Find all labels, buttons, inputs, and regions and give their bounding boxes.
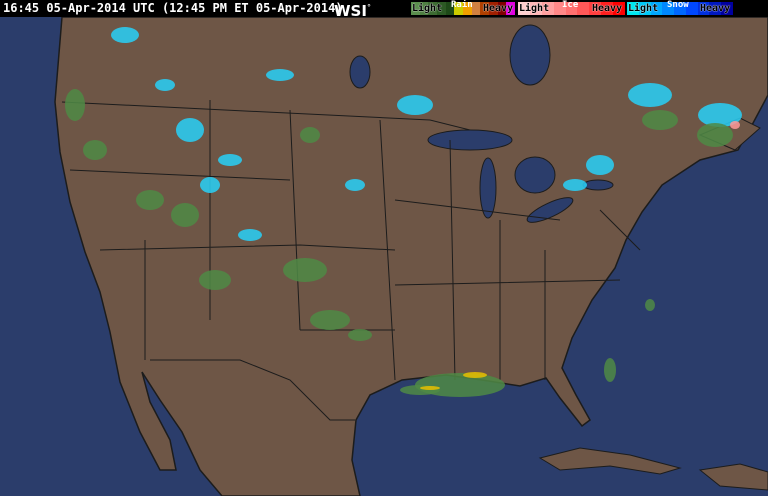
legend-rain-title: Rain	[451, 0, 473, 10]
rain-heavy-echo	[420, 386, 440, 390]
legend-swatch	[518, 2, 530, 15]
james-bay	[509, 24, 551, 86]
rain-echo	[697, 123, 733, 147]
legend-rain: Light Rain Heavy	[411, 0, 516, 15]
legend-ice-heavy: Heavy	[592, 3, 623, 14]
legend-swatch	[709, 2, 722, 15]
legend-swatch	[638, 2, 651, 15]
map-canvas	[0, 17, 768, 496]
lake-winnipeg	[349, 55, 371, 89]
legend-swatch	[685, 2, 698, 15]
legend-swatch	[529, 2, 542, 15]
hispaniola	[698, 463, 768, 491]
legend-snow-light: Light	[628, 3, 659, 14]
legend-rain-heavy: Heavy	[483, 3, 514, 14]
legend-swatch	[419, 2, 429, 15]
snow-echo	[563, 179, 587, 191]
snow-echo	[218, 154, 242, 166]
rain-echo	[83, 140, 107, 160]
snow-echo	[266, 69, 294, 81]
header-bar: 16:45 05-Apr-2014 UTC (12:45 PM ET 05-Ap…	[0, 0, 768, 20]
rain-echo	[310, 310, 350, 330]
cuba	[538, 447, 682, 475]
legend-swatch	[471, 2, 481, 15]
north-america-land	[54, 17, 768, 496]
legend-swatch	[565, 2, 578, 15]
rain-echo	[642, 110, 678, 130]
rain-echo	[199, 270, 231, 290]
legend-swatch	[541, 2, 554, 15]
legend-swatch	[454, 2, 464, 15]
legend-swatch	[553, 2, 566, 15]
lake-erie	[526, 197, 574, 223]
rain-echo	[645, 299, 655, 311]
lake-michigan	[479, 157, 497, 219]
legend-ice-title: Ice	[562, 0, 579, 10]
legend-swatch	[674, 2, 686, 15]
legend-swatch	[497, 2, 507, 15]
rain-echo	[604, 358, 616, 382]
us-mexico-border	[150, 359, 355, 421]
legend-swatch	[437, 2, 446, 15]
legend-swatch	[627, 2, 639, 15]
us-canada-border	[61, 101, 471, 131]
precipitation-layer	[65, 27, 742, 397]
wsi-logo: WSI°	[334, 0, 371, 20]
rain-echo	[300, 127, 320, 143]
legend-swatch	[506, 2, 516, 15]
snow-echo	[111, 27, 139, 43]
snow-echo	[155, 79, 175, 91]
legend-swatch	[721, 2, 734, 15]
legend-swatch	[428, 2, 438, 15]
snow-echo	[176, 118, 204, 142]
legend-swatch	[411, 2, 420, 15]
legend-swatch	[489, 2, 498, 15]
rain-echo	[65, 89, 85, 121]
snow-echo	[628, 83, 672, 107]
snow-echo	[200, 177, 220, 193]
legend-swatch	[601, 2, 614, 15]
timestamp: 16:45 05-Apr-2014 UTC (12:45 PM ET 05-Ap…	[3, 1, 343, 15]
logo-text: WSI	[334, 2, 367, 20]
legend-swatch	[480, 2, 490, 15]
snow-echo	[586, 155, 614, 175]
logo-mark: °	[366, 3, 371, 12]
legend-swatch	[613, 2, 626, 15]
lake-huron	[514, 156, 556, 194]
internal-borders	[69, 100, 641, 381]
legend-swatch	[577, 2, 590, 15]
snow-echo	[238, 229, 262, 241]
rain-heavy-echo	[463, 372, 487, 378]
legend-swatch	[445, 2, 455, 15]
legend-swatch	[650, 2, 663, 15]
legend-ice-light: Light	[519, 3, 550, 14]
ice-echo	[730, 121, 740, 129]
rain-echo	[136, 190, 164, 210]
lake-ontario	[582, 179, 614, 191]
state-borders	[61, 100, 641, 421]
legend-snow: Light Snow Heavy	[627, 0, 734, 15]
snow-echo	[397, 95, 433, 115]
snow-echo	[345, 179, 365, 191]
legend-swatch	[589, 2, 602, 15]
legend-swatch	[662, 2, 675, 15]
rain-echo	[283, 258, 327, 282]
legend-snow-title: Snow	[667, 0, 689, 10]
rain-echo	[348, 329, 372, 341]
legend-swatch	[697, 2, 710, 15]
legend-ice: Light Ice Heavy	[518, 0, 626, 15]
rain-echo	[171, 203, 199, 227]
lake-superior	[427, 129, 513, 151]
great-lakes	[349, 24, 614, 223]
legend-rain-light: Light	[412, 3, 443, 14]
legend-snow-heavy: Heavy	[700, 3, 731, 14]
legend-swatch	[463, 2, 472, 15]
snow-echo	[698, 103, 742, 127]
